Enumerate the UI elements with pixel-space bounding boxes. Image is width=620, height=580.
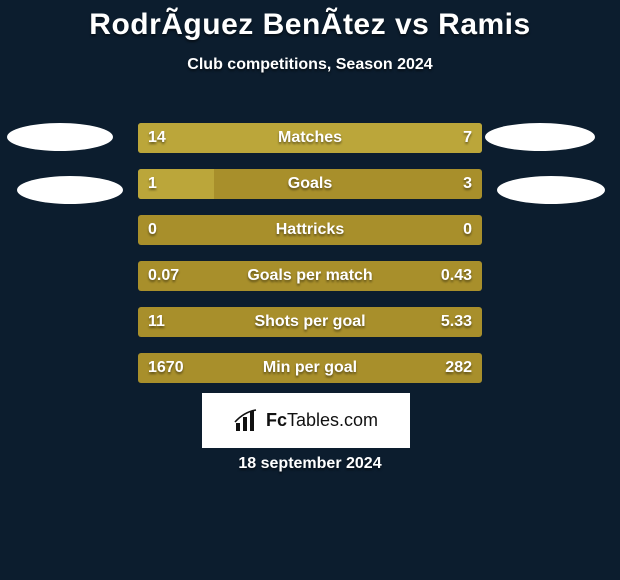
page-subtitle: Club competitions, Season 2024 xyxy=(0,56,620,74)
logo-text: FcTables.com xyxy=(266,410,378,431)
logo-main: Tables xyxy=(287,410,339,430)
stat-label: Matches xyxy=(138,123,482,153)
logo-prefix: Fc xyxy=(266,410,287,430)
stat-row: 0.070.43Goals per match xyxy=(138,261,482,291)
comparison-infographic: RodrÃ­guez BenÃ­tez vs Ramis Club compet… xyxy=(0,0,620,580)
stat-row: 1670282Min per goal xyxy=(138,353,482,383)
avatar-ellipse xyxy=(497,176,605,204)
avatar-ellipse xyxy=(485,123,595,151)
date-label: 18 september 2024 xyxy=(0,455,620,473)
avatar-ellipse xyxy=(7,123,113,151)
stat-label: Goals xyxy=(138,169,482,199)
stat-label: Hattricks xyxy=(138,215,482,245)
logo-suffix: .com xyxy=(339,410,378,430)
page-title: RodrÃ­guez BenÃ­tez vs Ramis xyxy=(0,0,620,42)
fctables-logo: FcTables.com xyxy=(202,393,410,448)
stats-chart: 147Matches 13Goals 00Hattricks 0.070.43Goal… xyxy=(138,123,482,383)
stat-label: Shots per goal xyxy=(138,307,482,337)
stat-label: Goals per match xyxy=(138,261,482,291)
stat-row: 00Hattricks xyxy=(138,215,482,245)
stat-row: 13Goals xyxy=(138,169,482,199)
stat-label: Min per goal xyxy=(138,353,482,383)
bar-chart-icon xyxy=(234,409,260,433)
stat-row: 147Matches xyxy=(138,123,482,153)
avatar-ellipse xyxy=(17,176,123,204)
stat-row: 115.33Shots per goal xyxy=(138,307,482,337)
